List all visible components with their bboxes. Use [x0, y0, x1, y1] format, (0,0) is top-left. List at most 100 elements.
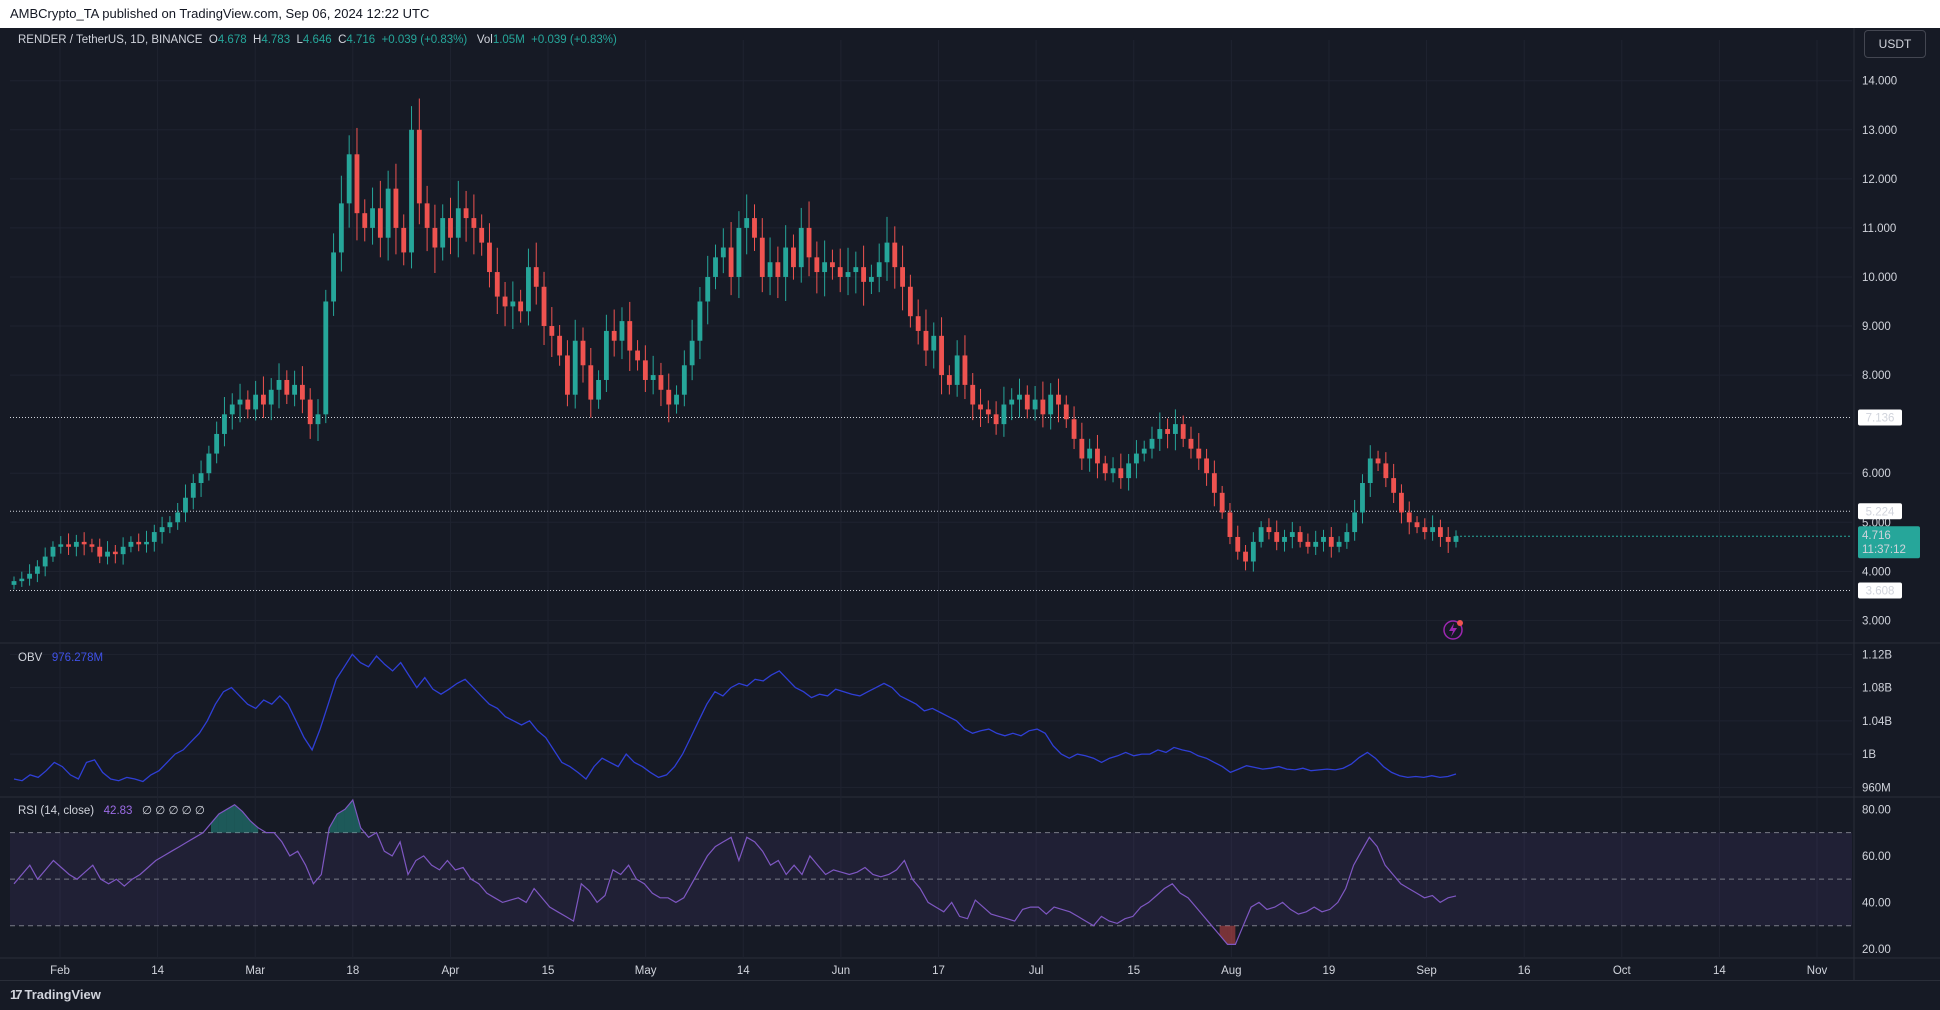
candle-body [1367, 458, 1373, 484]
candle-body [619, 321, 625, 341]
candle-body [985, 409, 991, 415]
candle-body [214, 433, 220, 454]
candle-body [603, 330, 609, 380]
candle-body [1165, 429, 1171, 434]
candle-body [1087, 448, 1093, 459]
candle-body [744, 218, 750, 228]
candle-body [1180, 424, 1186, 439]
candle-body [510, 301, 516, 307]
candle-body [658, 375, 664, 390]
countdown-label: 11:37:12 [1862, 544, 1906, 556]
symbol-name[interactable]: RENDER / TetherUS, 1D, BINANCE [18, 34, 203, 46]
candle-body [1258, 527, 1264, 542]
open-label: O [208, 34, 218, 46]
candle-body [237, 399, 243, 405]
candle-body [822, 262, 828, 273]
time-tick-label: 14 [1713, 965, 1726, 977]
candle-body [128, 541, 134, 547]
candle-body [34, 566, 40, 574]
candle-body [1344, 532, 1350, 542]
candle-body [198, 473, 204, 484]
candle-body [393, 188, 399, 228]
obv-tick-label: 1B [1862, 749, 1876, 761]
notification-dot-icon [1457, 620, 1463, 626]
candle-body [767, 262, 773, 277]
time-tick-label: Nov [1807, 965, 1828, 977]
obv-value: 976.278M [51, 652, 104, 664]
price-tick-label: 13.000 [1862, 125, 1897, 137]
candle-body [112, 551, 118, 555]
candle-body [1266, 527, 1272, 533]
lightning-bolt-icon [1449, 623, 1457, 637]
candle-body [518, 301, 524, 312]
rsi-tick-label: 80.00 [1862, 804, 1891, 816]
close-label: C [338, 34, 347, 46]
candle-body [541, 286, 547, 327]
candle-body [206, 453, 212, 474]
publish-header: AMBCrypto_TA published on TradingView.co… [0, 0, 1940, 28]
time-tick-label: 15 [542, 965, 555, 977]
candle-body [1219, 492, 1225, 513]
candle-body [167, 522, 173, 528]
obv-series-line [13, 653, 1457, 783]
candle-body [1009, 399, 1015, 405]
candle-body [798, 227, 804, 268]
candle-body [939, 335, 944, 376]
candle-body [1360, 483, 1365, 513]
tradingview-brand[interactable]: 17 TradingView [10, 987, 101, 1002]
price-tick-label: 10.000 [1862, 272, 1897, 284]
candle-body [1437, 527, 1443, 537]
candle-body [1352, 512, 1358, 533]
candle-body [440, 218, 446, 248]
candle-body [362, 213, 368, 228]
candle-body [292, 384, 298, 395]
candle-body [331, 252, 336, 302]
obv-legend[interactable]: OBV 976.278M [18, 652, 103, 664]
currency-button[interactable]: USDT [1864, 30, 1926, 58]
candle-body [471, 218, 477, 228]
candle-body [66, 544, 71, 547]
candle-body [923, 330, 929, 351]
time-tick-label: 14 [737, 965, 750, 977]
candle-body [229, 404, 235, 415]
candle-body [1063, 404, 1069, 420]
candle-body [245, 399, 251, 410]
candle-body [159, 527, 165, 533]
candle-body [136, 541, 142, 545]
candle-body [261, 394, 266, 405]
candle-body [1095, 448, 1100, 464]
candle-body [346, 154, 352, 204]
candle-body [401, 227, 407, 253]
candle-body [946, 375, 952, 385]
candle-body [1126, 463, 1132, 479]
time-tick-label: 16 [1518, 965, 1531, 977]
candle-body [806, 227, 812, 258]
candle-body [830, 262, 835, 268]
rsi-value: 42.83 [103, 805, 133, 817]
level-label-box [1858, 503, 1902, 520]
candle-body [1313, 541, 1319, 547]
price-tick-label: 6.000 [1862, 468, 1891, 480]
price-tick-label: 9.000 [1862, 321, 1891, 333]
candle-body [448, 218, 453, 238]
candle-body [557, 335, 563, 356]
candle-body [416, 129, 422, 204]
candle-body [728, 247, 734, 277]
candle-body [1336, 541, 1342, 547]
rsi-overbought-fill [234, 804, 243, 833]
candle-body [1414, 522, 1420, 528]
candle-body [1297, 532, 1303, 542]
current-price-box [1858, 526, 1920, 559]
candle-body [1102, 463, 1108, 474]
chart-area[interactable] [0, 28, 1940, 980]
candle-body [588, 365, 594, 400]
volume-label: Vol [476, 34, 493, 46]
candle-body [307, 399, 313, 425]
candle-body [1032, 399, 1038, 410]
candle-body [1453, 536, 1459, 542]
candle-body [409, 129, 414, 253]
candle-body [1118, 468, 1124, 479]
rsi-legend[interactable]: RSI (14, close) 42.83 ∅ ∅ ∅ ∅ ∅ [18, 803, 205, 817]
candle-body [876, 262, 882, 277]
